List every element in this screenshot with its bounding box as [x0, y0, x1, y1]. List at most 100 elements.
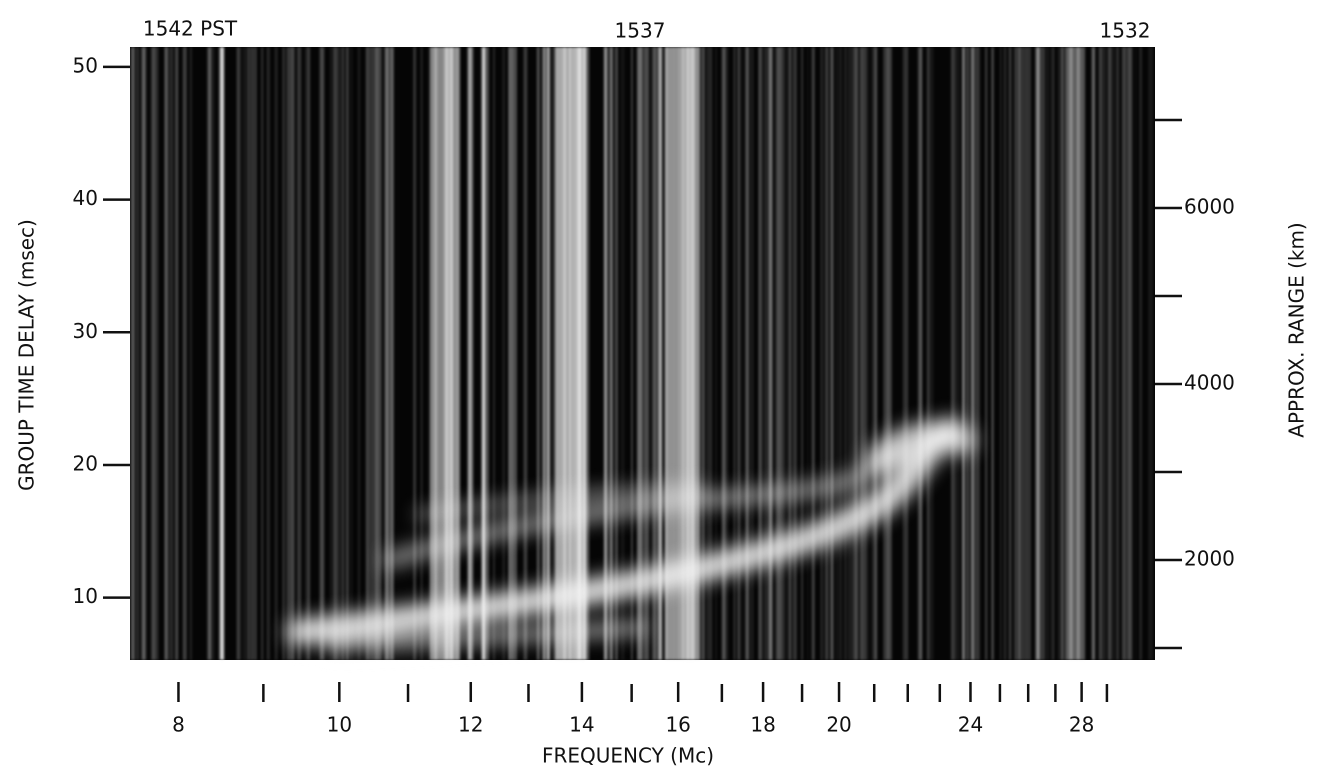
streak — [651, 47, 654, 660]
streak — [800, 47, 803, 660]
streak — [537, 47, 539, 660]
streak — [369, 47, 373, 660]
streak — [1036, 47, 1040, 660]
streak — [1022, 47, 1025, 660]
streak — [703, 47, 705, 660]
streak — [358, 47, 360, 660]
streak — [334, 47, 338, 660]
streak — [1041, 47, 1043, 660]
streak — [220, 47, 224, 660]
streak — [1050, 47, 1052, 660]
streak — [839, 47, 842, 660]
streak — [631, 47, 633, 660]
streak — [164, 47, 169, 660]
x-tick-label: 14 — [569, 713, 594, 737]
streak — [428, 47, 432, 660]
streak — [758, 47, 763, 660]
streak — [966, 47, 969, 660]
streak — [346, 47, 348, 660]
streak — [482, 47, 486, 660]
streak — [1107, 47, 1109, 660]
streak — [1065, 47, 1085, 660]
streak — [954, 47, 956, 660]
streak — [1102, 47, 1107, 660]
y-tick-label: 30 — [73, 319, 98, 343]
streak — [794, 47, 797, 660]
streak — [371, 47, 375, 660]
frequency-streaks — [130, 47, 1154, 660]
streak — [289, 47, 292, 660]
streak — [379, 47, 382, 660]
streak — [1018, 47, 1022, 660]
streak — [863, 47, 867, 660]
streak — [778, 47, 782, 660]
streak — [525, 47, 528, 660]
streak — [792, 47, 796, 660]
streak — [1039, 47, 1042, 660]
streak — [213, 47, 215, 660]
streak — [1061, 47, 1064, 660]
streak — [874, 47, 877, 660]
echo-traces — [287, 417, 975, 652]
streak — [844, 47, 847, 660]
streak — [889, 47, 892, 660]
streak — [785, 47, 788, 660]
streak — [254, 47, 256, 660]
streak — [1025, 47, 1028, 660]
streak — [701, 47, 705, 660]
streak — [926, 47, 930, 660]
streak — [1135, 47, 1137, 660]
streak — [290, 47, 295, 660]
streak — [883, 47, 886, 660]
streak — [826, 47, 830, 660]
x-tick-label: 8 — [172, 713, 185, 737]
streak — [848, 47, 851, 660]
y-tick-label: 40 — [73, 186, 98, 210]
streak — [297, 47, 301, 660]
streak — [240, 47, 242, 660]
streak — [615, 47, 618, 660]
streak — [657, 47, 660, 660]
streak — [252, 47, 254, 660]
streak — [508, 47, 511, 660]
streak — [855, 47, 859, 660]
streak — [1122, 47, 1126, 660]
streak — [1026, 47, 1030, 660]
streak — [420, 47, 423, 660]
x-tick-label: 12 — [458, 713, 483, 737]
streak — [236, 47, 241, 660]
streak — [142, 47, 145, 660]
x-tick-label: 20 — [826, 713, 851, 737]
streak — [546, 47, 550, 660]
streak — [1058, 47, 1060, 660]
streak — [341, 47, 345, 660]
streak — [859, 47, 862, 660]
x-tick-label: 16 — [665, 713, 690, 737]
streak — [153, 47, 157, 660]
streak — [811, 47, 815, 660]
streak — [782, 47, 787, 660]
time-label: 1532 — [1100, 19, 1151, 43]
streak — [820, 47, 824, 660]
streak — [493, 47, 495, 660]
streak — [555, 47, 585, 660]
streak — [247, 47, 251, 660]
streak — [745, 47, 748, 660]
streak — [742, 47, 744, 660]
streak — [144, 47, 146, 660]
streak — [511, 47, 514, 660]
streak — [175, 47, 178, 660]
streak — [523, 47, 526, 660]
streak — [1014, 47, 1018, 660]
y2-tick-label: 6000 — [1184, 195, 1235, 219]
streak — [337, 47, 341, 660]
streak — [304, 47, 306, 660]
streak — [1148, 47, 1150, 660]
streak — [765, 47, 767, 660]
streak — [151, 47, 155, 660]
streak — [979, 47, 981, 660]
streak — [962, 47, 965, 660]
streak — [985, 47, 988, 660]
streak — [430, 47, 460, 660]
